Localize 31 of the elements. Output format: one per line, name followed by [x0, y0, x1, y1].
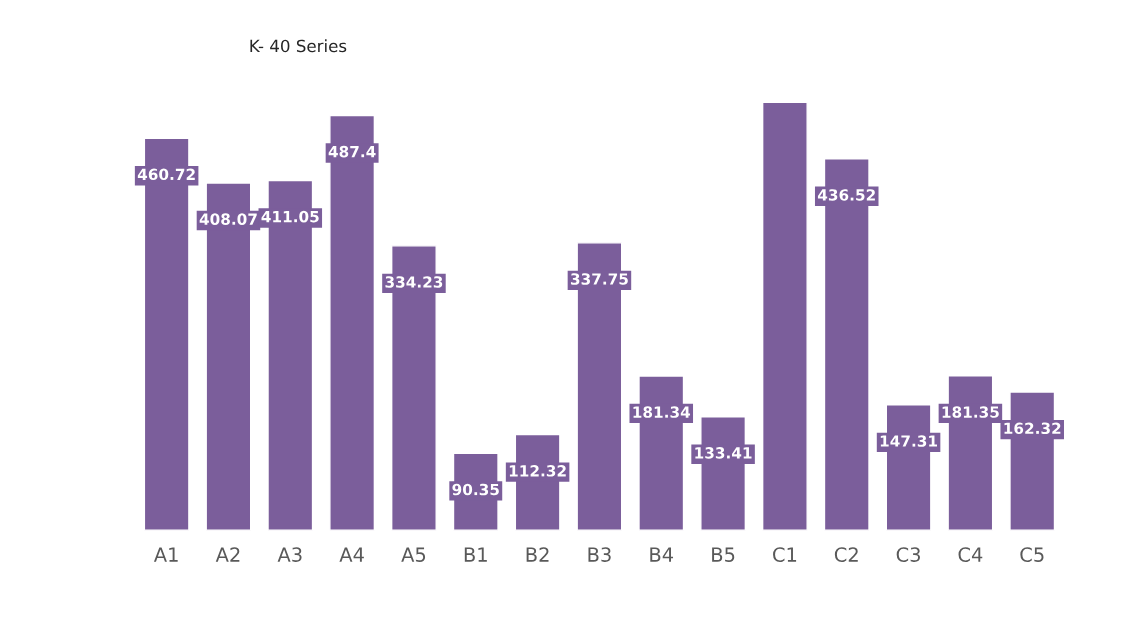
x-tick-label: B2	[526, 547, 549, 562]
data-label: 90.35	[452, 483, 499, 496]
data-label: 337.75	[570, 273, 628, 285]
data-label: 181.35	[942, 406, 999, 418]
x-tick-label: B5	[712, 547, 735, 562]
data-label: 133.41	[695, 447, 752, 459]
data-label: 487.4	[328, 145, 376, 158]
bar	[761, 101, 808, 531]
x-tick-label: B1	[464, 547, 487, 562]
data-label: 162.32	[1004, 422, 1061, 435]
x-tick-label: B3	[588, 547, 611, 562]
data-label: 408.07	[199, 213, 257, 225]
data-label: 334.23	[385, 276, 443, 288]
data-label: 411.05	[261, 210, 319, 223]
chart-title: K- 40 Series	[250, 39, 347, 53]
x-tick-label: A1	[153, 547, 178, 562]
x-tick-label: C3	[896, 547, 920, 562]
x-tick-label: A2	[215, 547, 240, 562]
data-label: 112.32	[509, 465, 566, 477]
x-tick-label: A3	[277, 547, 302, 562]
x-tick-label: A5	[401, 547, 426, 562]
data-label: 181.34	[633, 406, 691, 418]
x-tick-label: C5	[1020, 547, 1044, 562]
x-tick-label: C2	[834, 547, 858, 562]
x-tick-label: B4	[650, 547, 674, 562]
data-label: 460.72	[137, 168, 195, 181]
data-label: 436.52	[817, 189, 875, 201]
x-tick-label: C1	[773, 547, 797, 562]
x-tick-label: A4	[339, 547, 364, 562]
data-label: 147.31	[880, 435, 937, 447]
x-tick-label: C4	[958, 547, 983, 562]
